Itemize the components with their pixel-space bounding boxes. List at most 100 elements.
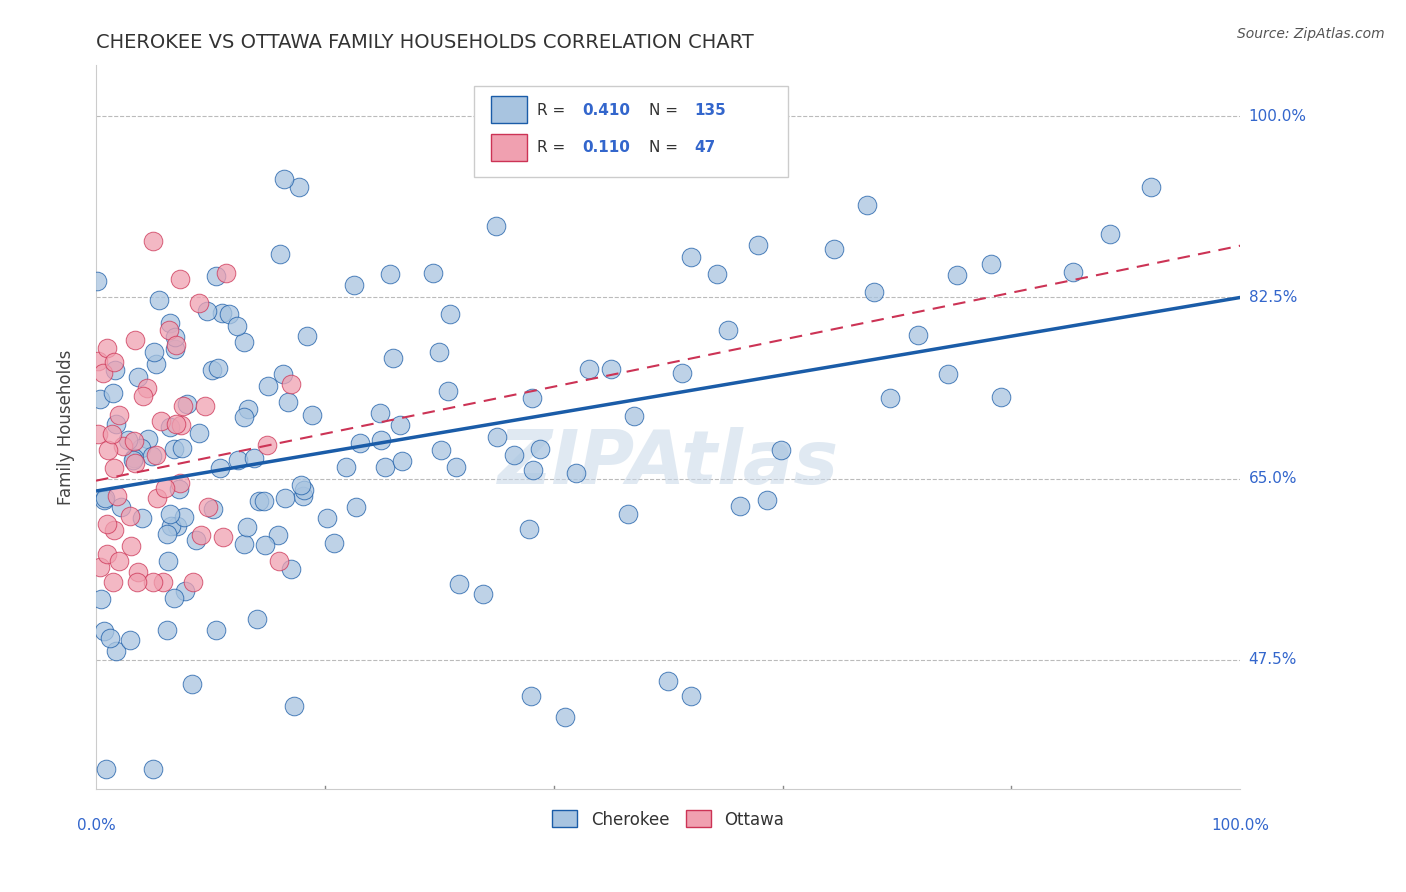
Point (127, 565, 149, 579)
Point (388, 418, 411, 433)
Point (323, 535, 346, 549)
Point (990, 390, 1012, 404)
FancyBboxPatch shape (491, 134, 527, 161)
Point (936, 367, 959, 381)
Point (86, 274, 108, 288)
Point (93, 624, 115, 639)
Point (112, 439, 135, 453)
Point (253, 494, 276, 508)
Point (486, 430, 509, 444)
Point (1098, 227, 1121, 241)
Point (190, 527, 212, 541)
Point (1062, 265, 1084, 279)
Point (120, 540, 142, 554)
Point (157, 553, 180, 567)
Point (274, 491, 297, 505)
Point (195, 304, 218, 318)
Point (269, 554, 291, 568)
Point (769, 442, 792, 457)
Point (108, 554, 131, 568)
Point (236, 402, 259, 417)
Point (150, 414, 173, 428)
Point (205, 268, 228, 283)
Point (301, 408, 323, 422)
Point (267, 528, 290, 542)
Point (94, 491, 117, 505)
Text: 65.0%: 65.0% (1249, 471, 1298, 486)
Point (145, 448, 167, 462)
Point (181, 677, 204, 691)
FancyBboxPatch shape (474, 87, 789, 177)
Point (730, 499, 752, 513)
Point (124, 334, 146, 348)
Point (163, 591, 186, 606)
Text: ZIPAtlas: ZIPAtlas (498, 426, 839, 500)
Point (1140, 180, 1163, 194)
Point (273, 367, 295, 381)
Point (427, 344, 450, 359)
Point (131, 511, 153, 525)
Point (156, 624, 179, 638)
Point (159, 507, 181, 521)
Point (165, 338, 187, 352)
Point (290, 478, 312, 492)
Point (225, 319, 247, 334)
Text: 0.410: 0.410 (582, 103, 630, 118)
Point (269, 247, 291, 261)
Point (554, 710, 576, 724)
Point (519, 522, 541, 536)
Point (153, 481, 176, 495)
Point (166, 518, 188, 533)
Text: 0.0%: 0.0% (77, 818, 115, 833)
Point (430, 442, 453, 457)
Point (381, 351, 404, 365)
Point (156, 526, 179, 541)
Point (679, 689, 702, 703)
Text: 82.5%: 82.5% (1249, 290, 1296, 305)
Point (616, 507, 638, 521)
Point (215, 266, 238, 280)
Point (142, 762, 165, 776)
Point (165, 417, 187, 431)
Point (980, 257, 1002, 271)
Point (370, 433, 392, 447)
Legend: Cherokee, Ottawa: Cherokee, Ottawa (546, 804, 790, 835)
Point (273, 172, 295, 186)
Point (855, 198, 877, 212)
Point (256, 379, 278, 393)
Point (96, 547, 118, 561)
Point (122, 451, 145, 466)
Point (122, 434, 145, 449)
Point (716, 323, 738, 337)
Point (104, 417, 127, 431)
Text: 100.0%: 100.0% (1249, 109, 1306, 124)
Point (197, 500, 219, 514)
Point (247, 494, 270, 508)
Point (91, 366, 114, 380)
Point (108, 408, 131, 422)
Point (344, 500, 367, 514)
Point (335, 460, 357, 475)
Point (159, 316, 181, 330)
Point (165, 342, 187, 356)
Point (520, 689, 543, 703)
Point (437, 384, 460, 399)
Point (132, 388, 155, 402)
Point (120, 509, 142, 524)
Point (236, 520, 259, 534)
Point (124, 456, 146, 470)
Point (529, 442, 551, 456)
Text: N =: N = (648, 140, 682, 155)
Point (485, 219, 508, 234)
Point (103, 461, 125, 475)
Text: 47: 47 (695, 140, 716, 155)
Point (169, 272, 191, 286)
Point (211, 305, 233, 319)
Point (202, 501, 225, 516)
Point (256, 438, 278, 452)
Point (242, 450, 264, 465)
Point (295, 328, 318, 343)
Point (343, 277, 366, 292)
Point (503, 448, 526, 462)
Point (87, 353, 110, 368)
